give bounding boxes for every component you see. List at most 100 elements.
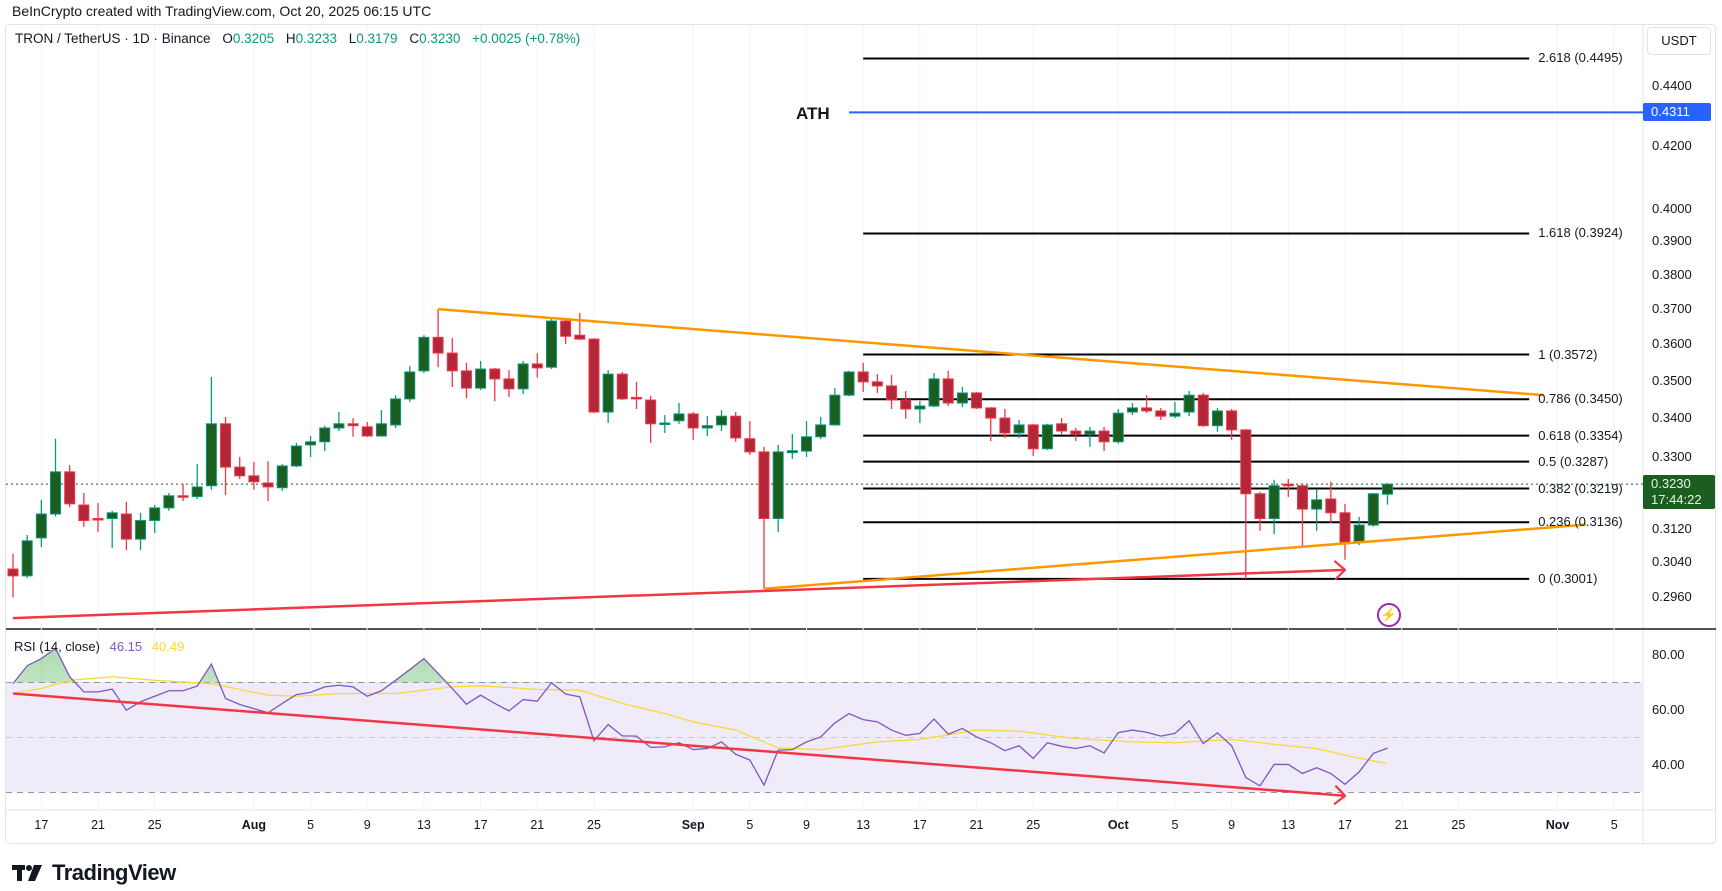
candle-2025-08-27 — [616, 371, 628, 401]
time-axis-label: 25 — [587, 818, 601, 832]
logo-text: TradingView — [52, 860, 176, 885]
candle-body — [163, 495, 175, 509]
currency-button[interactable]: USDT — [1647, 27, 1711, 55]
candle-2025-07-16 — [21, 534, 33, 579]
fib-level-label: 2.618 (0.4495) — [1538, 50, 1623, 66]
candle-body — [35, 513, 47, 539]
rsi-ma-value: 40.49 — [151, 639, 185, 654]
fib-level-label: 1 (0.3572) — [1538, 346, 1598, 362]
time-axis-label: 17 — [1338, 818, 1352, 832]
time-axis-label: Aug — [241, 818, 267, 832]
fib-level-label: 0.236 (0.3136) — [1538, 514, 1623, 530]
candle-body — [758, 451, 770, 519]
candle-body — [1353, 524, 1365, 543]
bar-countdown: 17:44:22 — [1651, 492, 1702, 507]
candle-body — [135, 520, 147, 540]
price-axis-label: 0.3400 — [1652, 410, 1692, 426]
candle-body — [262, 482, 274, 488]
candle-body — [645, 399, 657, 425]
lightning-icon[interactable]: ⚡ — [1377, 603, 1401, 627]
candle-2025-10-17 — [1339, 503, 1351, 560]
rsi-title[interactable]: RSI (14, close) — [14, 639, 100, 654]
candle-2025-08-12 — [404, 366, 416, 402]
time-axis-label: 9 — [1228, 818, 1236, 832]
open-value: 0.3205 — [232, 31, 275, 46]
candle-body — [1126, 407, 1138, 413]
time-axis-label: 21 — [91, 818, 105, 832]
candle-body — [78, 504, 90, 522]
candle-2025-08-08 — [347, 418, 359, 437]
tradingview-logo[interactable]: TradingView — [12, 860, 176, 886]
candle-2025-09-05 — [744, 421, 756, 455]
candle-body — [106, 512, 118, 519]
symbol-name[interactable]: TRON / TetherUS · 1D · Binance — [15, 31, 211, 46]
price-axis-label: 0.3900 — [1652, 233, 1692, 249]
price-pane[interactable] — [6, 57, 1643, 620]
candle-body — [956, 392, 968, 404]
candle-body — [1084, 430, 1096, 435]
candle-2025-07-22 — [106, 510, 118, 548]
candle-2025-10-13 — [1282, 478, 1294, 497]
time-axis-label: 13 — [416, 818, 431, 832]
candle-body — [234, 466, 246, 477]
fib-level-label: 0.5 (0.3287) — [1538, 453, 1609, 469]
close-value: 0.3230 — [419, 31, 461, 46]
candle-body — [1098, 430, 1110, 443]
price-axis-label: 0.2960 — [1652, 588, 1692, 604]
candle-body — [276, 465, 288, 489]
candle-body — [602, 373, 614, 413]
candle-body — [248, 475, 260, 483]
candle-body — [404, 371, 416, 400]
chart-attribution: BeInCrypto created with TradingView.com,… — [12, 3, 432, 19]
candle-2025-09-18 — [928, 373, 940, 408]
candle-body — [1282, 483, 1294, 487]
fib-level-label: 0.786 (0.3450) — [1538, 391, 1623, 407]
candle-2025-09-11 — [829, 388, 841, 426]
candle-body — [205, 423, 217, 487]
rsi-line — [12, 647, 1388, 787]
time-axis-label: 5 — [746, 818, 754, 832]
high-key: H — [285, 31, 296, 46]
candle-2025-07-20 — [78, 492, 90, 527]
price-axis-label: 0.4200 — [1652, 137, 1692, 153]
candle-body — [531, 363, 543, 369]
rsi-value: 46.15 — [109, 639, 143, 654]
candle-2025-10-06 — [1183, 391, 1195, 417]
fib-level-label: 1.618 (0.3924) — [1538, 225, 1623, 241]
candle-2025-08-21 — [531, 353, 543, 378]
time-axis-label: 17 — [473, 818, 488, 832]
candle-2025-10-02 — [1126, 403, 1138, 416]
rsi-pane[interactable] — [6, 647, 1643, 805]
time-axis-label: 17 — [34, 818, 49, 832]
candle-body — [942, 378, 954, 404]
price-axis-label: 0.3040 — [1652, 554, 1692, 570]
candle-2025-07-29 — [205, 377, 217, 490]
candle-body — [971, 392, 983, 409]
candle-body — [191, 486, 203, 498]
time-axis-label: 5 — [307, 818, 315, 832]
candle-2025-10-14 — [1296, 484, 1308, 548]
candle-2025-09-19 — [942, 370, 954, 407]
rsi-arrow-head — [1333, 794, 1347, 805]
time-axis-label: 25 — [1451, 818, 1466, 832]
change-value: +0.0025 (+0.78%) — [472, 31, 581, 46]
candle-body — [1183, 394, 1195, 413]
price-axis-label: 0.3800 — [1652, 266, 1692, 282]
candle-2025-07-26 — [163, 492, 175, 511]
candle-2025-09-08 — [786, 434, 798, 459]
time-axis-label: Nov — [1545, 818, 1570, 832]
candle-2025-10-20 — [1381, 482, 1393, 505]
candle-body — [574, 334, 586, 340]
candle-2025-09-01 — [687, 412, 699, 440]
candle-2025-07-28 — [191, 463, 203, 499]
candle-2025-10-09 — [1226, 409, 1238, 440]
rsi-axis-label: 40.00 — [1652, 757, 1685, 772]
candle-2025-09-03 — [716, 410, 727, 432]
candle-2025-08-09 — [361, 421, 373, 437]
candle-body — [886, 385, 898, 401]
time-axis-label: 13 — [856, 818, 871, 832]
candle-body — [928, 378, 940, 407]
candle-2025-08-26 — [602, 370, 614, 424]
candle-body — [1240, 429, 1252, 495]
